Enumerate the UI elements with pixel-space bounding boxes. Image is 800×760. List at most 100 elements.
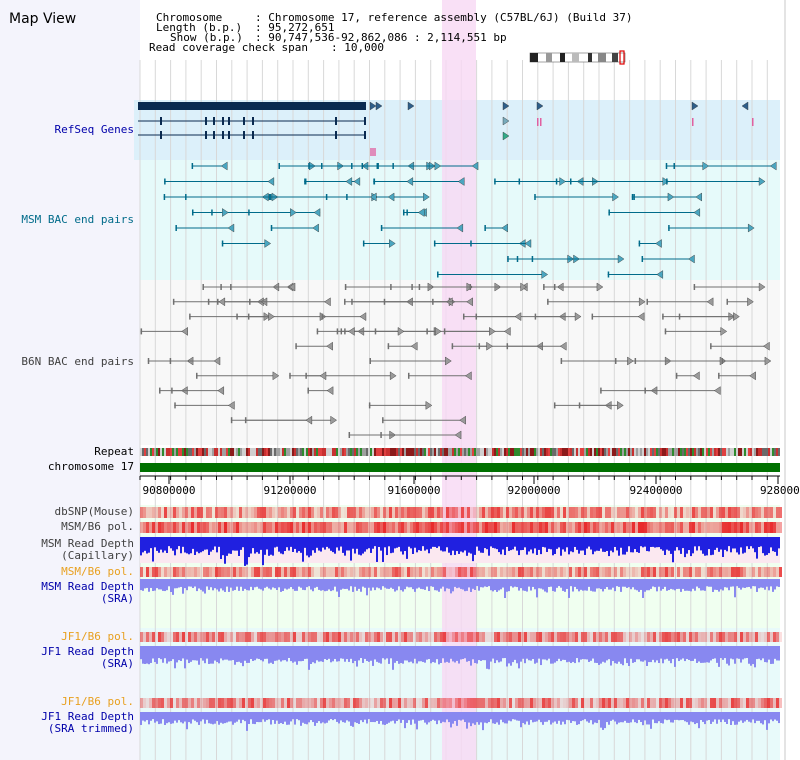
jf1-depth-trimmed-bar xyxy=(302,712,304,723)
ideogram-band xyxy=(560,53,565,62)
msm-depth-capillary-bar xyxy=(282,537,284,555)
pair-end-arrow xyxy=(445,356,452,366)
msm-depth-sra-bar xyxy=(214,579,216,589)
msm-depth-sra-bar xyxy=(394,579,396,592)
msm-b6-pol-strip xyxy=(419,522,422,533)
msm-b6-pol-strip xyxy=(320,567,323,577)
msm-depth-sra-bar xyxy=(722,579,724,591)
msm-depth-capillary-bar xyxy=(222,537,224,556)
jf1-b6-pol-strip xyxy=(530,632,533,642)
jf1-b6-pol-strip xyxy=(620,698,623,708)
jf1-depth-sra-bar xyxy=(410,646,412,662)
jf1-depth-trimmed-bar xyxy=(388,712,390,723)
msm-depth-capillary-bar xyxy=(248,537,250,558)
msm-bac-pair-end xyxy=(304,178,306,185)
jf1-depth-trimmed-bar xyxy=(186,712,188,730)
repeat-feature xyxy=(558,448,560,456)
jf1-b6-pol-strip xyxy=(614,698,617,708)
msm-b6-pol-strip xyxy=(773,567,776,577)
jf1-b6-pol-strip xyxy=(305,632,308,642)
msm-depth-sra-bar xyxy=(232,579,234,591)
b6n-bac-pair-end xyxy=(189,313,191,320)
jf1-b6-pol-strip xyxy=(461,632,464,642)
track-label-b6n-bac[interactable]: B6N BAC end pairs xyxy=(21,355,134,368)
msm-depth-sra-bar xyxy=(360,579,362,592)
b6n-bac-pair-end xyxy=(721,358,724,364)
show-value: : 90,747,536-92,862,086 : 2,114,551 bp xyxy=(255,31,507,44)
pair-end-arrow xyxy=(326,341,333,351)
msm-b6-pol-strip xyxy=(266,567,269,577)
msm-depth-sra-bar xyxy=(292,579,294,590)
jf1-b6-pol-strip xyxy=(506,632,509,642)
repeat-feature xyxy=(722,448,724,456)
track-label-refseq[interactable]: RefSeq Genes xyxy=(54,123,134,136)
msm-b6-pol-strip xyxy=(716,567,719,577)
repeat-feature xyxy=(540,448,542,456)
msm-depth-sra-bar xyxy=(348,579,350,591)
jf1-b6-pol-strip xyxy=(491,632,494,642)
jf1-b6-pol-strip xyxy=(200,632,203,642)
repeat-feature xyxy=(212,448,214,456)
jf1-b6-pol-strip xyxy=(422,698,425,708)
jf1-depth-trimmed-bar xyxy=(632,712,634,720)
repeat-feature xyxy=(320,448,322,456)
dbsnp-strip xyxy=(485,507,488,518)
jf1-depth-trimmed-bar xyxy=(428,712,430,723)
jf1-depth-sra-bar xyxy=(260,646,262,661)
msm-b6-pol-strip xyxy=(581,522,584,533)
jf1-b6-pol-strip xyxy=(266,698,269,708)
msm-b6-pol-strip xyxy=(218,567,221,577)
jf1-depth-sra-bar xyxy=(268,646,270,664)
ideogram-band xyxy=(530,53,538,62)
track-label-msm-bac[interactable]: MSM BAC end pairs xyxy=(21,213,134,226)
repeat-feature xyxy=(548,448,550,456)
dbsnp-strip xyxy=(269,507,272,518)
dbsnp-strip xyxy=(746,507,749,518)
msm-depth-sra-bar xyxy=(200,579,202,590)
jf1-depth-trimmed-bar xyxy=(284,712,286,722)
msm-depth-sra-bar xyxy=(736,579,738,587)
jf1-depth-trimmed-bar xyxy=(534,712,536,722)
msm-depth-sra-bar xyxy=(480,579,482,588)
jf1-depth-trimmed-bar xyxy=(260,712,262,723)
jf1-b6-pol-strip xyxy=(641,632,644,642)
msm-depth-sra-bar xyxy=(504,579,506,598)
msm-b6-pol-strip xyxy=(386,567,389,577)
pair-end-arrow xyxy=(536,101,544,111)
jf1-depth-trimmed-bar xyxy=(508,712,510,721)
msm-depth-sra-bar xyxy=(766,579,768,587)
msm-depth-sra-bar xyxy=(464,579,466,592)
jf1-b6-pol-strip xyxy=(410,698,413,708)
msm-depth-capillary-bar xyxy=(320,537,322,552)
jf1-depth-trimmed-bar xyxy=(568,712,570,721)
jf1-b6-pol-strip xyxy=(614,632,617,642)
dbsnp-strip xyxy=(320,507,323,518)
msm-b6-pol-strip xyxy=(422,522,425,533)
msm-depth-sra-bar xyxy=(708,579,710,587)
msm-b6-pol-strip xyxy=(578,522,581,533)
jf1-b6-pol-strip xyxy=(593,632,596,642)
msm-depth-capillary-bar xyxy=(582,537,584,551)
jf1-b6-pol-strip xyxy=(338,698,341,708)
jf1-b6-pol-strip xyxy=(497,632,500,642)
msm-depth-sra-bar xyxy=(268,579,270,589)
repeat-feature xyxy=(564,448,566,456)
dbsnp-strip xyxy=(662,507,665,518)
jf1-depth-trimmed-bar xyxy=(464,712,466,723)
msm-b6-pol-strip xyxy=(743,522,746,533)
jf1-depth-trimmed-bar xyxy=(726,712,728,724)
jf1-b6-pol-strip xyxy=(359,698,362,708)
msm-depth-sra-bar xyxy=(716,579,718,590)
repeat-feature xyxy=(296,448,298,456)
msm-b6-pol-strip xyxy=(416,522,419,533)
msm-depth-capillary-bar xyxy=(502,537,504,550)
msm-bac-pair-end xyxy=(638,240,641,247)
msm-b6-pol-strip xyxy=(488,522,491,533)
msm-depth-sra-bar xyxy=(164,579,166,592)
jf1-b6-pol-strip xyxy=(674,632,677,642)
pair-end-arrow xyxy=(574,312,582,321)
dbsnp-strip xyxy=(500,507,503,518)
repeat-feature xyxy=(686,448,688,456)
dbsnp-strip xyxy=(509,507,512,518)
